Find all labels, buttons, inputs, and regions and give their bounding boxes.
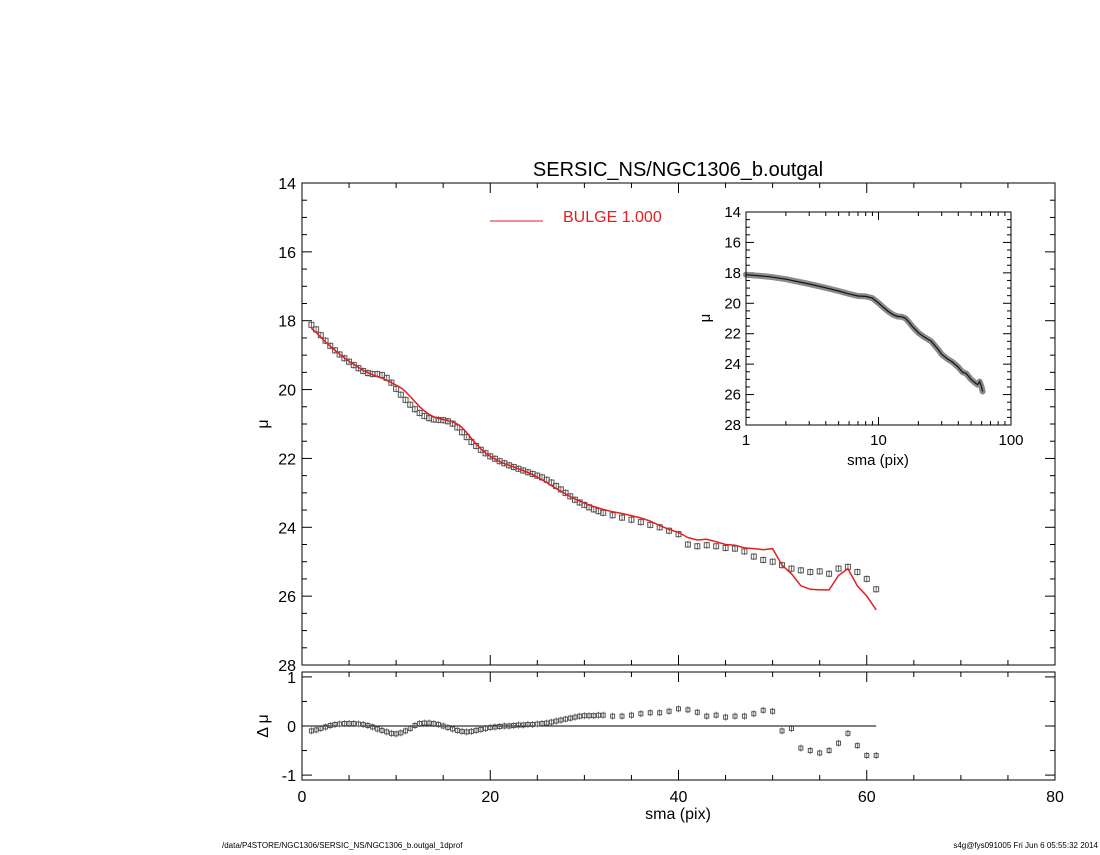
inset-ytick-label: 14	[724, 204, 741, 221]
chart-title: SERSIC_NS/NGC1306_b.outgal	[533, 159, 823, 181]
inset-ytick-label: 18	[724, 265, 741, 282]
main-ytick-label: 28	[278, 658, 296, 675]
resid-xtick-label: 80	[1046, 789, 1064, 806]
inset-ytick-label: 24	[724, 356, 741, 373]
footer-stamp: s4g@fys091005 Fri Jun 6 05:55:32 2014	[953, 841, 1098, 850]
resid-ytick-label: -1	[282, 768, 296, 785]
resid-xlabel: sma (pix)	[645, 806, 711, 823]
inset-ytick-label: 20	[724, 295, 741, 312]
legend-label: BULGE 1.000	[563, 209, 662, 226]
inset-background	[745, 211, 1012, 426]
inset-ytick-label: 26	[724, 387, 741, 404]
model-line	[310, 327, 877, 611]
main-ylabel: μ	[255, 419, 272, 428]
main-ytick-label: 16	[278, 245, 296, 262]
main-panel: 14 16 18 20 22 24 26 28 μ BULGE 1.000	[255, 176, 1056, 675]
inset-xtick-label: 10	[870, 432, 887, 449]
inset-xtick-label: 1	[742, 432, 750, 449]
main-ytick-label: 14	[278, 176, 296, 193]
resid-ylabel: Δ μ	[255, 714, 272, 737]
inset-ytick-label: 16	[724, 234, 741, 251]
resid-xtick-label: 20	[481, 789, 499, 806]
inset-profile-line	[745, 274, 984, 392]
inset-xtick-label: 100	[998, 432, 1023, 449]
resid-xtick-label: 0	[298, 789, 307, 806]
main-ytick-label: 26	[278, 589, 296, 606]
inset-ytick-label: 22	[724, 326, 741, 343]
main-ytick-label: 18	[278, 314, 296, 331]
inset-frame	[745, 211, 1012, 426]
resid-xtick-label: 40	[670, 789, 688, 806]
inset-ytick-label: 28	[724, 417, 741, 434]
inset-xlabel: sma (pix)	[847, 452, 909, 469]
resid-xtick-label: 60	[858, 789, 876, 806]
inset-panel: 1 10 100 14 16 18 20 22 24 26 28 μ sma (pix)	[697, 204, 1024, 469]
main-ytick-label: 20	[278, 383, 296, 400]
resid-ytick-label: 1	[287, 670, 296, 687]
footer-path: /data/P4STORE/NGC1306/SERSIC_NS/NGC1306_…	[222, 841, 463, 850]
main-ytick-label: 24	[278, 520, 296, 537]
resid-ytick-label: 0	[287, 719, 296, 736]
main-ytick-label: 22	[278, 451, 296, 468]
inset-ylabel: μ	[697, 314, 714, 323]
